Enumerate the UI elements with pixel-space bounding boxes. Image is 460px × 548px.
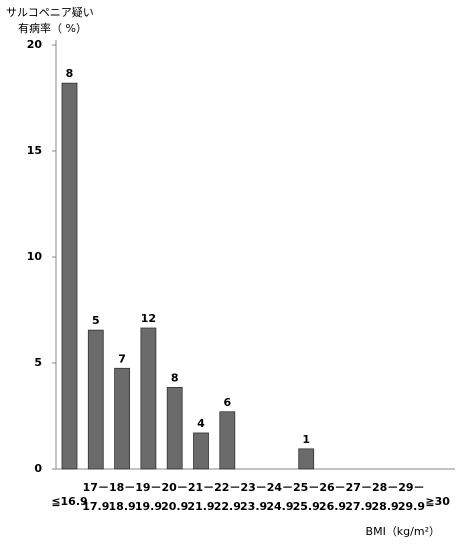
x-tick-label: 18.9: [109, 500, 136, 513]
x-tick-label: 27－: [346, 481, 372, 494]
x-tick-label: 19.9: [135, 500, 162, 513]
y-tick-label: 15: [27, 144, 42, 157]
bar: [87, 329, 104, 470]
bar: [298, 448, 315, 470]
y-tick-label: 0: [34, 462, 42, 475]
bar: [61, 82, 78, 470]
bar: [166, 386, 183, 470]
data-label: 8: [66, 67, 74, 80]
x-tick-label: 23－: [240, 481, 266, 494]
bar: [114, 367, 130, 470]
x-tick-label: ≦16.9: [51, 495, 87, 508]
x-tick-label: 28－: [372, 481, 398, 494]
bar: [193, 432, 209, 470]
x-tick-label: 24－: [267, 481, 293, 494]
x-tick-label: 22－: [214, 481, 240, 494]
x-tick-label: 23.9: [240, 500, 267, 513]
y-tick-label: 10: [27, 250, 43, 263]
x-tick-label: ≧30: [425, 495, 450, 508]
bar: [219, 411, 236, 470]
data-label: 8: [171, 371, 179, 384]
y-tick-label: 5: [34, 356, 42, 369]
x-tick-label: 25.9: [293, 500, 320, 513]
x-tick-label: 20－: [162, 481, 188, 494]
data-label: 4: [197, 417, 205, 430]
x-tick-label: 20.9: [161, 500, 188, 513]
x-tick-label: 29－: [398, 481, 424, 494]
x-tick-label: 22.9: [214, 500, 241, 513]
x-tick-label: 17.9: [82, 500, 109, 513]
y-axis-label: サルコペニア疑い: [6, 6, 94, 19]
data-label: 12: [141, 312, 156, 325]
y-axis-label: 有病率（ %）: [18, 21, 87, 35]
x-tick-label: 29.9: [398, 500, 425, 513]
data-label: 1: [302, 433, 310, 446]
x-tick-label: 26.9: [319, 500, 346, 513]
x-axis-label: BMI（kg/m²）: [366, 525, 440, 538]
x-tick-label: 18－: [109, 481, 135, 494]
x-tick-label: 24.9: [266, 500, 293, 513]
data-label: 6: [223, 396, 231, 409]
y-tick-label: 20: [27, 38, 43, 51]
x-tick-label: 27.9: [345, 500, 372, 513]
x-tick-label: 21－: [188, 481, 214, 494]
x-tick-label: 26－: [319, 481, 345, 494]
x-tick-label: 28.9: [372, 500, 399, 513]
x-tick-label: 17－: [83, 481, 109, 494]
x-tick-label: 21.9: [187, 500, 214, 513]
bar: [140, 327, 157, 470]
data-label: 7: [118, 352, 126, 365]
x-tick-label: 19－: [135, 481, 161, 494]
x-tick-label: 25－: [293, 481, 319, 494]
data-label: 5: [92, 314, 100, 327]
